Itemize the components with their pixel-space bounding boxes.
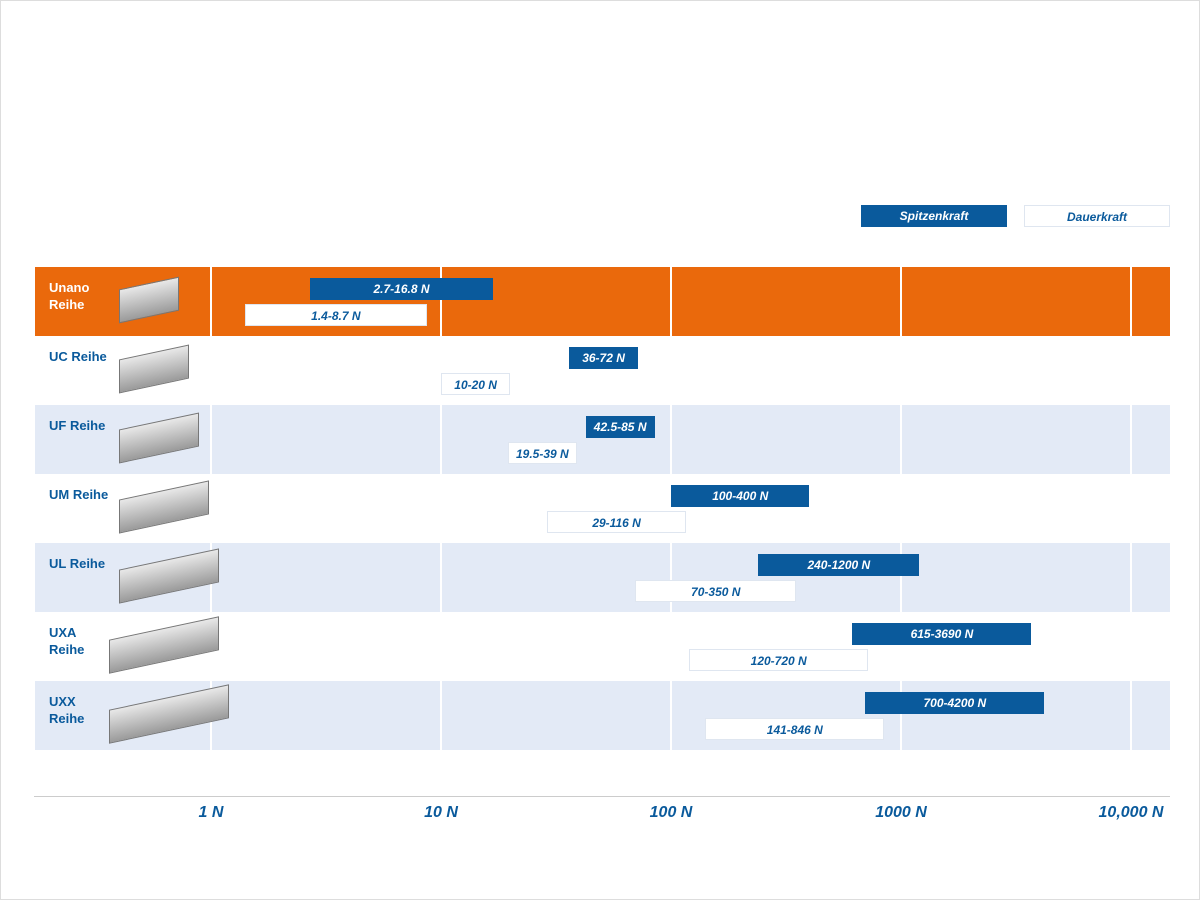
category-label: Unano Reihe bbox=[49, 280, 90, 312]
value-label: 1.4-8.7 N bbox=[311, 309, 361, 323]
peak-force-bar: 240-1200 N bbox=[758, 554, 920, 576]
continuous-force-bar: 1.4-8.7 N bbox=[244, 304, 428, 326]
value-label: 42.5-85 N bbox=[593, 420, 647, 434]
x-tick-label: 10 N bbox=[424, 804, 458, 821]
continuous-force-bar: 29-116 N bbox=[547, 511, 686, 533]
value-label: 29-116 N bbox=[592, 516, 641, 530]
peak-force-bar: 700-4200 N bbox=[865, 692, 1045, 714]
continuous-force-bar: 141-846 N bbox=[705, 718, 885, 740]
peak-force-bar: 36-72 N bbox=[568, 347, 639, 369]
category-label: UXX Reihe bbox=[49, 694, 85, 726]
category-label: UXA Reihe bbox=[49, 625, 85, 657]
category-label: UL Reihe bbox=[49, 556, 106, 571]
value-label: 36-72 N bbox=[582, 351, 625, 365]
value-label: 120-720 N bbox=[750, 654, 807, 668]
category-label: UF Reihe bbox=[49, 418, 106, 433]
x-tick-label: 100 N bbox=[649, 804, 693, 821]
value-label: 10-20 N bbox=[454, 378, 497, 392]
peak-force-bar: 615-3690 N bbox=[852, 623, 1032, 645]
grid-line bbox=[210, 267, 212, 750]
x-tick-label: 1000 N bbox=[875, 804, 927, 821]
value-label: 141-846 N bbox=[766, 723, 823, 737]
category-label: UM Reihe bbox=[49, 487, 109, 502]
continuous-force-bar: 19.5-39 N bbox=[507, 442, 577, 464]
grid-line bbox=[900, 267, 902, 750]
legend-entry: Dauerkraft bbox=[1024, 205, 1170, 227]
value-label: 2.7-16.8 N bbox=[373, 282, 430, 296]
continuous-force-bar: 10-20 N bbox=[441, 373, 511, 395]
value-label: 240-1200 N bbox=[807, 558, 871, 572]
legend-entry: Spitzenkraft bbox=[861, 205, 1007, 227]
peak-force-bar: 2.7-16.8 N bbox=[310, 278, 493, 300]
value-label: 100-400 N bbox=[712, 489, 769, 503]
x-tick-label: 1 N bbox=[198, 804, 224, 821]
value-label: 19.5-39 N bbox=[515, 447, 569, 461]
grid-line bbox=[670, 267, 672, 750]
x-tick-label: 10,000 N bbox=[1098, 804, 1164, 821]
peak-force-bar: 100-400 N bbox=[671, 485, 810, 507]
value-label: 615-3690 N bbox=[910, 627, 974, 641]
grid-line bbox=[1130, 267, 1132, 750]
value-label: 700-4200 N bbox=[923, 696, 987, 710]
category-label: UC Reihe bbox=[49, 349, 107, 364]
continuous-force-bar: 120-720 N bbox=[689, 649, 869, 671]
grid-line bbox=[440, 267, 442, 750]
value-label: 70-350 N bbox=[691, 585, 741, 599]
continuous-force-bar: 70-350 N bbox=[635, 580, 797, 602]
row-band bbox=[35, 267, 1170, 336]
x-axis-line bbox=[34, 796, 1170, 797]
peak-force-bar: 42.5-85 N bbox=[585, 416, 655, 438]
row-band bbox=[35, 543, 1170, 612]
